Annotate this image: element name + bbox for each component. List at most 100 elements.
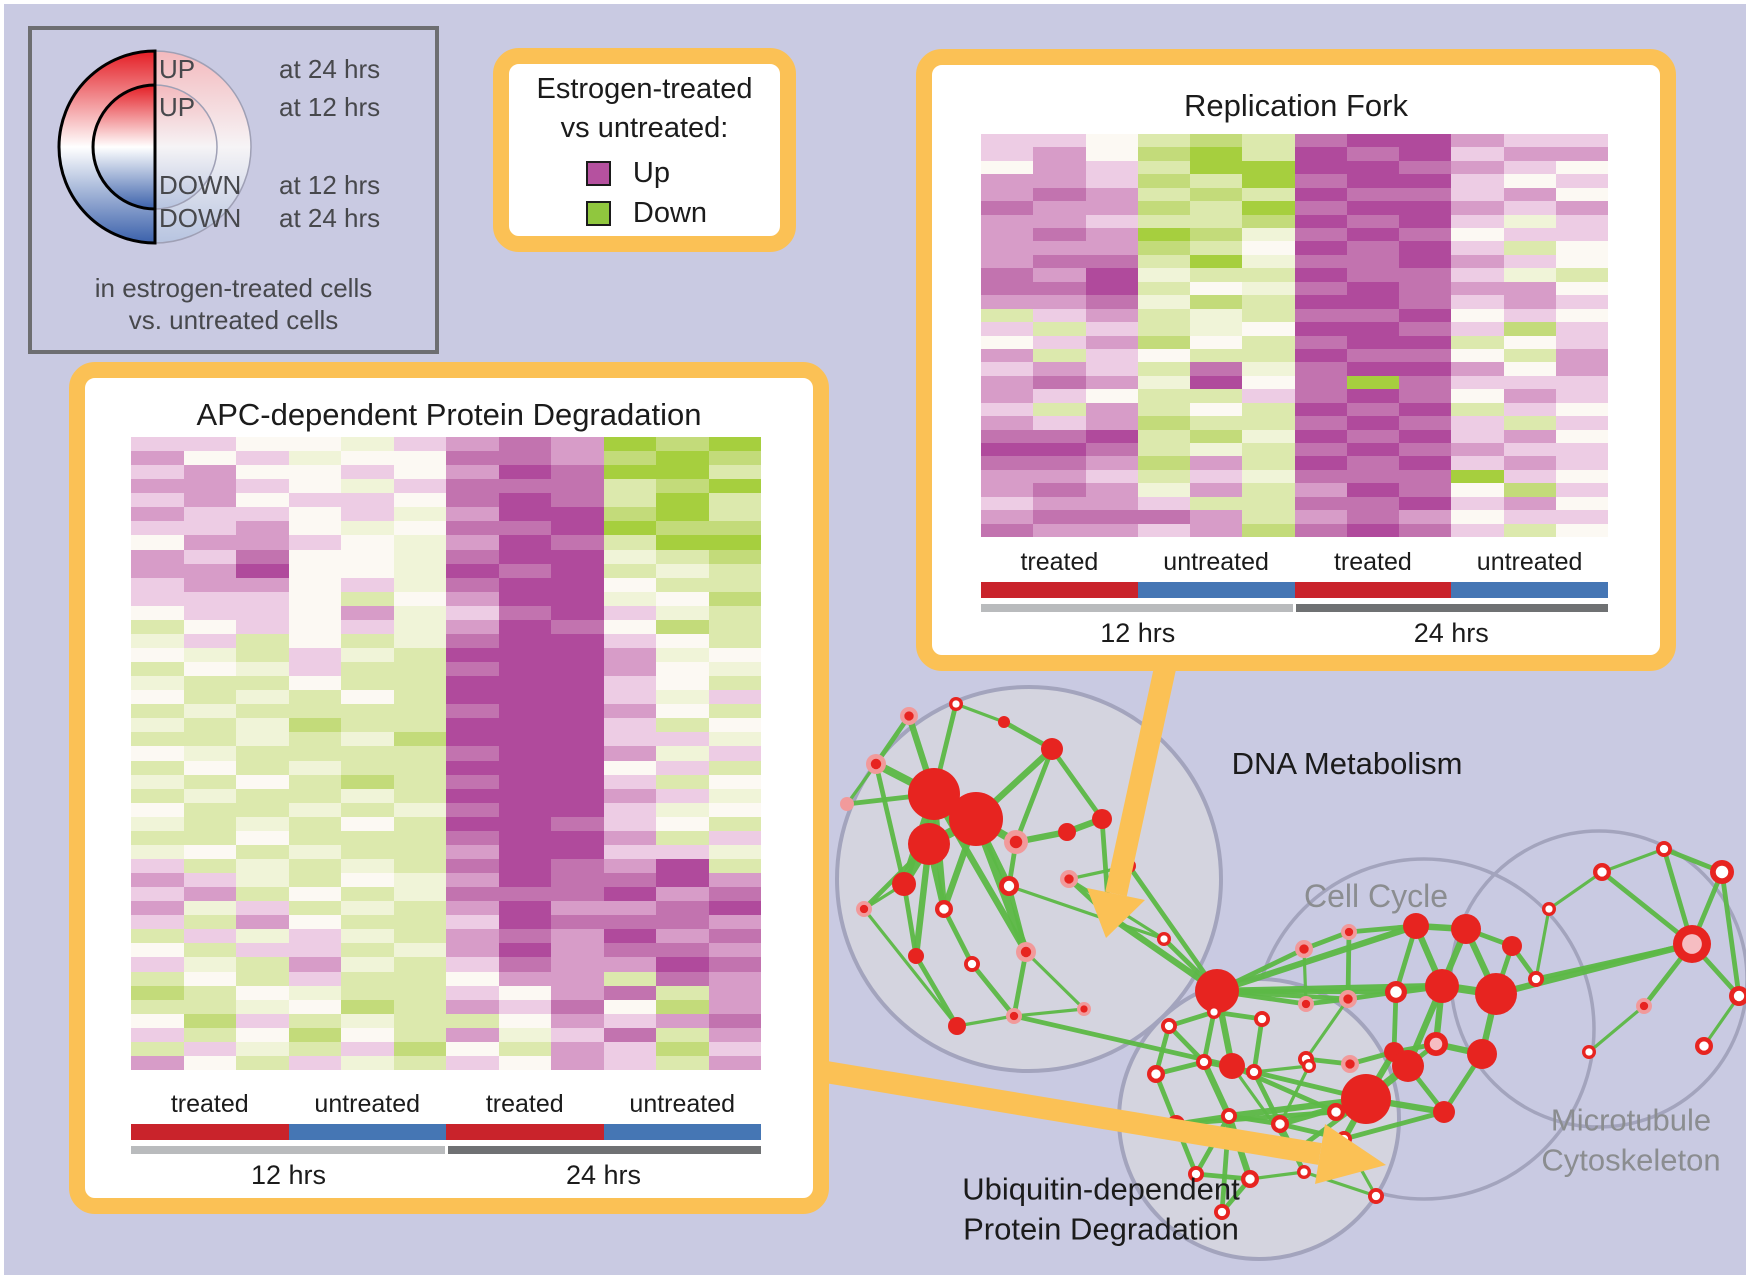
- heatmap-cell: [708, 732, 761, 747]
- heatmap-cell: [708, 802, 761, 817]
- heatmap-cell: [1503, 496, 1556, 511]
- heatmap-cell: [393, 704, 446, 719]
- heatmap-cell: [341, 746, 394, 761]
- legend-caption-line2: vs. untreated cells: [128, 305, 339, 335]
- arrow-apc-to-ubiquitin: [824, 1061, 1322, 1165]
- comparison-legend-title: Estrogen-treated vs untreated:: [536, 70, 752, 148]
- heatmap-cell: [656, 732, 709, 747]
- gene-set-node-core: [1371, 1191, 1381, 1201]
- arrow-apc-to-ubiquitin-head: [1315, 1124, 1386, 1184]
- heatmap-cell: [656, 929, 709, 944]
- heatmap-cell: [446, 521, 499, 536]
- heatmap-cell: [393, 563, 446, 578]
- heatmap-cell: [603, 493, 656, 508]
- heatmap-cell: [1085, 348, 1138, 363]
- heatmap-cell: [393, 873, 446, 888]
- heatmap-cell: [1242, 322, 1295, 336]
- heatmap-cell: [551, 858, 604, 874]
- heatmap-cell: [236, 647, 289, 663]
- heatmap-cell: [981, 429, 1034, 443]
- heatmap-cell: [341, 915, 394, 930]
- heatmap-cell: [236, 605, 289, 620]
- heatmap-cell: [393, 1041, 446, 1056]
- gene-set-node-core: [1275, 1119, 1285, 1129]
- heatmap-cell: [183, 957, 236, 972]
- heatmap-cell: [1399, 389, 1452, 403]
- heatmap-cell: [183, 1041, 236, 1056]
- heatmap-cell: [393, 690, 446, 705]
- heatmap-cell: [1555, 523, 1608, 537]
- heatmap-cell: [708, 437, 761, 452]
- heatmap-cell: [183, 451, 236, 466]
- heatmap-cell: [498, 549, 551, 564]
- heatmap-cell: [981, 241, 1034, 255]
- heatmap-cell: [1503, 429, 1556, 443]
- heatmap-cell: [498, 451, 551, 466]
- heatmap-cell: [1190, 241, 1243, 255]
- sample-group-bar: [446, 1124, 604, 1140]
- heatmap-cell: [1137, 174, 1190, 188]
- heatmap-cell: [551, 802, 604, 817]
- gene-set-node-core: [1682, 934, 1702, 954]
- heatmap-cell: [603, 1027, 656, 1042]
- heatmap-cell: [656, 746, 709, 761]
- heatmap-cell: [446, 577, 499, 592]
- heatmap-cell: [656, 943, 709, 958]
- heatmap-cell: [236, 633, 289, 648]
- heatmap-cell: [341, 1041, 394, 1056]
- network-edge: [1600, 847, 1666, 874]
- gene-set-node: [908, 948, 924, 964]
- heatmap-cell: [1137, 456, 1190, 470]
- heatmap-cell: [1451, 402, 1504, 417]
- heatmap-cell: [1137, 510, 1190, 524]
- heatmap-cell: [603, 577, 656, 592]
- network-edge: [913, 953, 960, 1029]
- heatmap-cell: [551, 915, 604, 930]
- heatmap-cell: [1503, 174, 1556, 188]
- heatmap-cell: [131, 1055, 184, 1070]
- heatmap-cell: [981, 295, 1034, 309]
- heatmap-cell: [183, 746, 236, 761]
- network-edge: [1304, 997, 1350, 1061]
- heatmap-cell: [1190, 281, 1243, 296]
- heatmap-cell: [981, 389, 1034, 403]
- heatmap-cell: [341, 704, 394, 719]
- heatmap-cell: [288, 690, 341, 705]
- heatmap-cell: [131, 676, 184, 691]
- heatmap-cell: [1346, 281, 1399, 296]
- heatmap-cell: [708, 451, 761, 466]
- heatmap-cell: [603, 929, 656, 944]
- gene-set-node-core: [1715, 865, 1729, 879]
- heatmap-cell: [656, 619, 709, 634]
- heatmap-cell: [1137, 429, 1190, 443]
- heatmap-cell: [1503, 389, 1556, 403]
- network-edge: [1006, 883, 1029, 955]
- heatmap-cell: [708, 1013, 761, 1028]
- gene-set-node-core: [1331, 1107, 1341, 1117]
- heatmap-cell: [1451, 254, 1504, 269]
- heatmap-cell: [131, 1027, 184, 1042]
- heatmap-cell: [1294, 187, 1347, 202]
- heatmap-cell: [1399, 456, 1452, 470]
- heatmap-cell: [341, 535, 394, 550]
- heatmap-cell: [498, 971, 551, 986]
- heatmap-cell: [1346, 268, 1399, 282]
- heatmap-cell: [236, 718, 289, 733]
- heatmap-cell: [341, 1027, 394, 1042]
- heatmap-cell: [603, 999, 656, 1014]
- heatmap-cell: [288, 957, 341, 972]
- heatmap-cell: [1137, 362, 1190, 376]
- heatmap-cell: [498, 774, 551, 789]
- heatmap-cell: [603, 507, 656, 522]
- gene-set-node: [998, 716, 1010, 728]
- heatmap-cell: [183, 802, 236, 817]
- heatmap-cell: [551, 746, 604, 761]
- heatmap-cell: [1503, 375, 1556, 390]
- sample-group-label: treated: [170, 1090, 249, 1118]
- heatmap-cell: [603, 830, 656, 845]
- heatmap-cell: [656, 901, 709, 916]
- heatmap-cell: [341, 999, 394, 1014]
- heatmap-cell: [708, 507, 761, 522]
- heatmap-cell: [446, 662, 499, 677]
- heatmap-cell: [236, 802, 289, 817]
